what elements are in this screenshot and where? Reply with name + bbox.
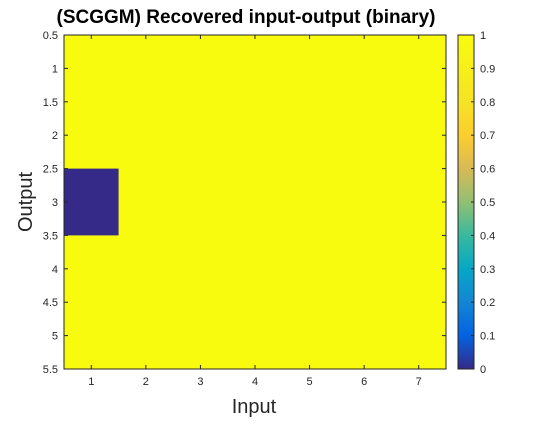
y-tick-label: 5 [52, 331, 58, 343]
heatmap-cell [64, 35, 120, 103]
heatmap-cell [64, 302, 120, 370]
heatmap-cell [282, 168, 338, 236]
heatmap-cell [64, 101, 120, 170]
heatmap-cell [282, 101, 338, 170]
heatmap-cell [391, 168, 447, 236]
heatmap-cell [282, 302, 338, 370]
colorbar-tick-label: 0.3 [480, 264, 495, 276]
x-tick-label: 2 [143, 376, 149, 388]
heatmap-cell [391, 35, 447, 103]
colorbar-tick-label: 0.4 [480, 230, 495, 242]
colorbar-tick-label: 0.6 [480, 164, 495, 176]
heatmap-cell [173, 101, 229, 170]
heatmap-cell [391, 235, 447, 303]
heatmap-cells [64, 35, 447, 370]
heatmap-cell [227, 101, 283, 170]
x-tick-label: 3 [197, 376, 203, 388]
colorbar-tick-label: 0.2 [480, 297, 495, 309]
heatmap-cell [118, 101, 174, 170]
heatmap-cell [282, 235, 338, 303]
x-tick-label: 7 [416, 376, 422, 388]
y-axis: 0.5 1 1.5 2 2.5 3 3.5 4 4.5 5 5.5 [43, 30, 446, 376]
heatmap-cell [336, 101, 392, 170]
heatmap-cell [173, 35, 229, 103]
y-tick-label: 3 [52, 197, 58, 209]
heatmap-cell [336, 235, 392, 303]
heatmap-cell [391, 302, 447, 370]
heatmap-cell [391, 101, 447, 170]
heatmap-cell [173, 168, 229, 236]
x-tick-label: 5 [307, 376, 313, 388]
y-tick-label: 3.5 [43, 230, 58, 242]
y-tick-label: 1 [52, 63, 58, 75]
heatmap-cell [64, 168, 120, 236]
heatmap-cell [336, 302, 392, 370]
heatmap-cell [118, 302, 174, 370]
heatmap-cell [173, 302, 229, 370]
heatmap-cell [173, 235, 229, 303]
chart-title: (SCGGM) Recovered input-output (binary) [57, 7, 436, 28]
colorbar-tick-label: 0.1 [480, 331, 495, 343]
heatmap-cell [336, 168, 392, 236]
colorbar-tick-label: 0.7 [480, 130, 495, 142]
heatmap-cell [118, 235, 174, 303]
x-axis: 1 2 3 4 5 6 7 [88, 35, 422, 388]
colorbar-tick-label: 0.9 [480, 63, 495, 75]
colorbar-tick-label: 0 [480, 364, 486, 376]
heatmap-cell [282, 35, 338, 103]
y-tick-label: 1.5 [43, 97, 58, 109]
y-tick-label: 0.5 [43, 30, 58, 42]
x-tick-label: 4 [252, 376, 258, 388]
heatmap-cell [64, 235, 120, 303]
x-tick-label: 1 [88, 376, 94, 388]
heatmap-cell [227, 235, 283, 303]
heatmap-cell [118, 168, 174, 236]
y-axis-label: Output [15, 172, 37, 232]
heatmap-cell [227, 302, 283, 370]
colorbar-tick-label: 1 [480, 30, 486, 42]
heatmap-cell [227, 168, 283, 236]
heatmap-cell [227, 35, 283, 103]
y-tick-label: 2.5 [43, 164, 58, 176]
y-tick-label: 4 [52, 264, 58, 276]
y-tick-label: 5.5 [43, 364, 58, 376]
y-tick-label: 2 [52, 130, 58, 142]
y-tick-label: 4.5 [43, 297, 58, 309]
heatmap-cell [118, 35, 174, 103]
colorbar-tick-label: 0.8 [480, 97, 495, 109]
x-tick-label: 6 [361, 376, 367, 388]
colorbar-tick-label: 0.5 [480, 197, 495, 209]
colorbar-axis: 0 0.1 0.2 0.3 0.4 0.5 0.6 0.7 0.8 0.9 1 [471, 30, 495, 376]
x-axis-label: Input [232, 396, 277, 418]
heatmap-cell [336, 35, 392, 103]
